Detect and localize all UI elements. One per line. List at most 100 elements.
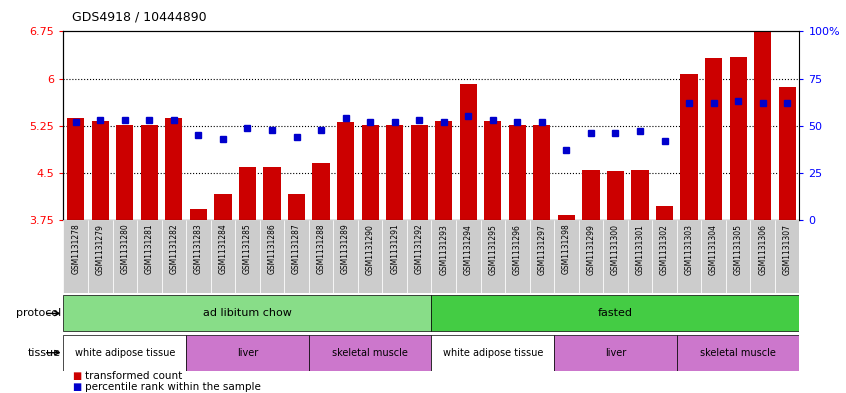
Text: GSM1131289: GSM1131289 — [341, 224, 350, 274]
Bar — [754, 31, 772, 220]
Bar — [260, 220, 284, 293]
Bar — [701, 220, 726, 293]
Text: GSM1131305: GSM1131305 — [733, 224, 743, 275]
Bar — [309, 220, 333, 293]
Text: GSM1131291: GSM1131291 — [390, 224, 399, 274]
Text: GSM1131279: GSM1131279 — [96, 224, 105, 275]
Bar — [431, 220, 456, 293]
Text: GSM1131307: GSM1131307 — [783, 224, 792, 275]
Text: GDS4918 / 10444890: GDS4918 / 10444890 — [72, 11, 206, 24]
Bar — [88, 220, 113, 293]
Text: GSM1131281: GSM1131281 — [145, 224, 154, 274]
Bar — [603, 220, 628, 293]
Text: GSM1131280: GSM1131280 — [120, 224, 129, 274]
Bar — [190, 209, 207, 220]
Text: GSM1131300: GSM1131300 — [611, 224, 620, 275]
Text: ■: ■ — [72, 371, 81, 382]
Text: GSM1131298: GSM1131298 — [562, 224, 571, 274]
Text: GSM1131284: GSM1131284 — [218, 224, 228, 274]
Bar — [67, 118, 85, 220]
Bar — [607, 171, 624, 220]
Bar — [137, 220, 162, 293]
Bar — [554, 220, 579, 293]
Bar — [63, 335, 186, 371]
Text: GSM1131282: GSM1131282 — [169, 224, 179, 274]
Bar — [165, 118, 183, 220]
Text: GSM1131294: GSM1131294 — [464, 224, 473, 275]
Bar — [186, 335, 309, 371]
Bar — [729, 57, 747, 220]
Bar — [481, 220, 505, 293]
Bar — [162, 220, 186, 293]
Text: fasted: fasted — [598, 309, 633, 318]
Bar — [656, 206, 673, 220]
Bar — [558, 215, 575, 220]
Bar — [140, 125, 158, 220]
Text: GSM1131293: GSM1131293 — [439, 224, 448, 275]
Bar — [288, 194, 305, 220]
Bar — [533, 125, 551, 220]
Text: ad libitum chow: ad libitum chow — [203, 309, 292, 318]
Text: white adipose tissue: white adipose tissue — [74, 348, 175, 358]
Text: GSM1131302: GSM1131302 — [660, 224, 669, 275]
Bar — [214, 194, 232, 220]
Bar — [778, 87, 796, 220]
Bar — [505, 220, 530, 293]
Bar — [554, 335, 677, 371]
Text: GSM1131295: GSM1131295 — [488, 224, 497, 275]
Bar — [459, 84, 477, 220]
Text: GSM1131288: GSM1131288 — [316, 224, 326, 274]
Bar — [431, 296, 799, 331]
Bar — [382, 220, 407, 293]
Bar — [239, 167, 256, 220]
Bar — [410, 125, 428, 220]
Text: protocol: protocol — [16, 309, 61, 318]
Bar — [113, 220, 137, 293]
Bar — [435, 121, 453, 220]
Bar — [116, 125, 134, 220]
Bar — [263, 167, 281, 220]
Bar — [337, 122, 354, 220]
Text: GSM1131296: GSM1131296 — [513, 224, 522, 275]
Text: GSM1131286: GSM1131286 — [267, 224, 277, 274]
Bar — [284, 220, 309, 293]
Text: liver: liver — [237, 348, 258, 358]
Text: transformed count: transformed count — [85, 371, 182, 382]
Text: GSM1131301: GSM1131301 — [635, 224, 645, 275]
Bar — [579, 220, 603, 293]
Bar — [775, 220, 799, 293]
Bar — [63, 220, 88, 293]
Bar — [386, 125, 404, 220]
Bar — [361, 125, 379, 220]
Bar — [333, 220, 358, 293]
Bar — [705, 59, 722, 220]
Bar — [91, 121, 109, 220]
Bar — [628, 220, 652, 293]
Bar — [186, 220, 211, 293]
Text: GSM1131287: GSM1131287 — [292, 224, 301, 274]
Bar — [750, 220, 775, 293]
Bar — [677, 335, 799, 371]
Text: skeletal muscle: skeletal muscle — [332, 348, 408, 358]
Text: ■: ■ — [72, 382, 81, 393]
Text: GSM1131290: GSM1131290 — [365, 224, 375, 275]
Bar — [358, 220, 382, 293]
Text: GSM1131306: GSM1131306 — [758, 224, 767, 275]
Bar — [631, 170, 649, 220]
Bar — [582, 170, 600, 220]
Bar — [726, 220, 750, 293]
Text: GSM1131303: GSM1131303 — [684, 224, 694, 275]
Text: GSM1131285: GSM1131285 — [243, 224, 252, 274]
Bar — [211, 220, 235, 293]
Bar — [508, 125, 526, 220]
Bar — [407, 220, 431, 293]
Text: GSM1131297: GSM1131297 — [537, 224, 547, 275]
Text: skeletal muscle: skeletal muscle — [700, 348, 776, 358]
Bar — [652, 220, 677, 293]
Bar — [431, 335, 554, 371]
Bar — [677, 220, 701, 293]
Text: liver: liver — [605, 348, 626, 358]
Text: GSM1131278: GSM1131278 — [71, 224, 80, 274]
Bar — [680, 73, 698, 220]
Text: GSM1131299: GSM1131299 — [586, 224, 596, 275]
